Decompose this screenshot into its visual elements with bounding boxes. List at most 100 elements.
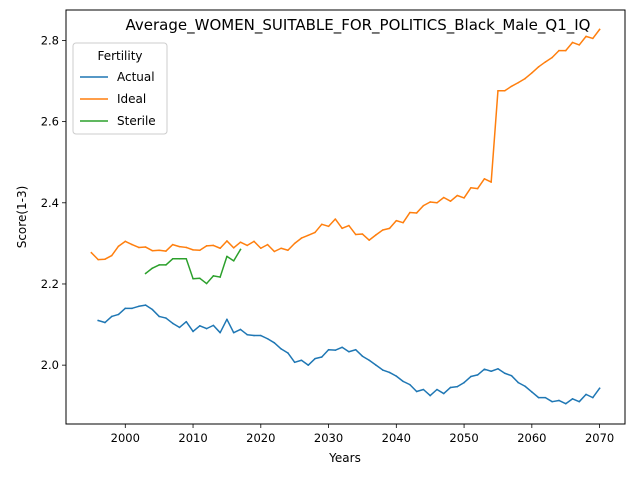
data-point-actual	[165, 317, 167, 319]
data-point-actual	[571, 398, 574, 400]
data-point-actual	[219, 331, 221, 334]
data-point-actual	[144, 304, 147, 306]
data-point-actual	[117, 313, 120, 316]
data-point-actual	[598, 387, 601, 390]
data-point-ideal	[348, 224, 350, 227]
data-point-actual	[585, 393, 587, 396]
data-point-actual	[138, 305, 140, 308]
data-point-actual	[266, 337, 269, 340]
y-axis: 2.0 2.2 2.4 2.6 2.8	[41, 33, 66, 372]
data-point-actual	[185, 320, 188, 323]
data-point-ideal	[456, 194, 459, 197]
data-point-ideal	[585, 35, 587, 38]
data-point-actual	[280, 348, 282, 350]
data-point-ideal	[470, 186, 472, 189]
x-tick-label: 2050	[449, 431, 478, 445]
data-point-actual	[470, 375, 472, 378]
data-point-ideal	[476, 187, 479, 190]
data-point-sterile	[144, 272, 147, 275]
data-point-sterile	[239, 248, 242, 251]
x-tick-label: 2000	[111, 431, 140, 445]
legend-label-ideal: Ideal	[117, 92, 146, 106]
data-point-actual	[334, 349, 337, 351]
data-point-actual	[490, 370, 492, 373]
data-point-actual	[476, 374, 479, 376]
data-point-ideal	[409, 211, 411, 214]
data-point-ideal	[185, 246, 188, 249]
data-point-actual	[320, 356, 323, 358]
data-point-actual	[314, 357, 316, 360]
data-point-actual	[524, 385, 526, 388]
data-point-ideal	[429, 201, 432, 203]
data-point-ideal	[300, 237, 303, 239]
x-tick-label: 2010	[178, 431, 207, 445]
data-point-sterile	[192, 277, 194, 280]
data-point-ideal	[503, 89, 506, 92]
data-point-ideal	[598, 28, 601, 31]
data-point-ideal	[490, 181, 492, 183]
data-point-actual	[232, 331, 235, 334]
data-point-ideal	[293, 242, 296, 245]
data-point-actual	[131, 307, 133, 310]
data-point-actual	[558, 399, 560, 402]
data-point-ideal	[239, 241, 242, 243]
data-point-actual	[178, 326, 181, 329]
data-point-actual	[510, 374, 513, 377]
data-point-actual	[260, 334, 262, 337]
data-point-ideal	[524, 77, 526, 80]
data-point-ideal	[368, 239, 371, 241]
data-point-ideal	[124, 240, 127, 243]
data-point-ideal	[90, 251, 93, 254]
x-tick-label: 2070	[585, 431, 614, 445]
data-point-actual	[300, 359, 303, 362]
data-point-actual	[422, 388, 425, 391]
data-point-ideal	[158, 249, 160, 252]
data-point-actual	[517, 381, 520, 384]
data-point-actual	[436, 388, 438, 391]
x-tick-label: 2030	[314, 431, 343, 445]
data-point-actual	[104, 321, 106, 324]
data-point-ideal	[592, 37, 594, 40]
data-point-actual	[442, 392, 445, 395]
data-point-ideal	[551, 56, 553, 59]
data-point-ideal	[544, 61, 547, 63]
data-point-actual	[402, 380, 404, 383]
data-point-actual	[205, 327, 208, 330]
data-point-actual	[503, 372, 506, 375]
data-point-ideal	[334, 218, 337, 220]
data-point-ideal	[144, 246, 147, 248]
data-point-actual	[171, 322, 174, 325]
data-point-sterile	[226, 255, 228, 258]
data-point-sterile	[165, 264, 167, 266]
y-tick-label: 2.6	[41, 115, 59, 129]
data-point-ideal	[388, 227, 391, 230]
data-point-actual	[199, 324, 201, 327]
data-point-ideal	[117, 245, 120, 248]
data-point-ideal	[178, 245, 181, 248]
data-point-actual	[361, 355, 364, 358]
data-point-ideal	[558, 49, 560, 52]
data-point-ideal	[205, 245, 208, 247]
data-point-ideal	[280, 247, 282, 250]
data-point-actual	[212, 324, 215, 327]
data-point-sterile	[199, 277, 201, 280]
data-point-ideal	[165, 250, 167, 252]
y-tick-label: 2.2	[41, 277, 59, 291]
data-point-actual	[429, 394, 432, 397]
data-point-actual	[246, 333, 249, 336]
data-point-actual	[348, 350, 350, 353]
data-point-ideal	[131, 243, 133, 246]
data-point-actual	[192, 330, 194, 333]
data-point-ideal	[199, 249, 201, 252]
data-point-ideal	[226, 240, 228, 242]
data-point-actual	[537, 396, 540, 399]
plot-frame	[65, 9, 626, 425]
data-point-actual	[151, 308, 154, 311]
data-point-ideal	[571, 41, 574, 44]
data-point-actual	[375, 364, 377, 366]
legend: Fertility Actual Ideal Sterile	[72, 42, 168, 135]
data-point-actual	[531, 391, 533, 393]
data-point-actual	[341, 346, 343, 349]
data-point-sterile	[178, 258, 181, 260]
data-point-ideal	[219, 247, 221, 250]
